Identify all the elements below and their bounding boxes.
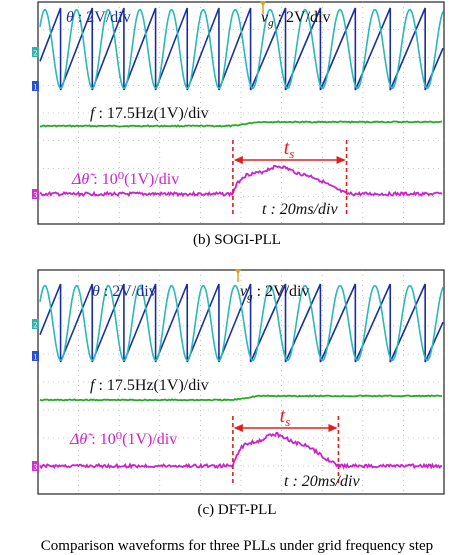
vg-symbol: v [240,283,248,300]
channel-marker-1 [32,81,39,91]
vg-sine-trace [39,284,444,362]
delta-theta-trace [39,164,443,198]
vg-scale-label: vg : 2V/div [240,283,310,303]
figure-caption-partial: Comparison waveforms for three PLLs unde… [40,538,434,554]
time-scale-label: t : 20ms/div [284,473,360,490]
frequency-trace [39,394,443,402]
channel-marker-label: 1 [33,83,37,92]
channel-marker-label: 2 [33,49,37,58]
figure-panel-c: ts 2 1 3 θ : 2V/div vg : 2V/div f : 17.5Hz(1V)… [0,268,474,530]
theta-scale: : 2V/div [100,283,157,300]
f-symbol: f [90,105,97,122]
channel-marker-label: 3 [33,191,37,200]
ts-arrowhead-left [233,424,243,432]
ts-subscript: s [285,414,290,429]
channel-marker-label: 2 [33,321,37,330]
trigger-marker [235,269,241,275]
frequency-trace [40,120,443,128]
frequency-scale-label: f : 17.5Hz(1V)/div [90,377,209,394]
theta-scale: : 2V/div [74,9,131,26]
vg-subscript: g [247,291,253,303]
delta-theta-scale-label: Δθ̃ : 10⁰(1V)/div [71,171,179,188]
f-scale: : 17.5Hz(1V)/div [94,105,208,122]
vg-symbol: v [261,9,269,26]
time-scale-label: t : 20ms/div [262,201,338,218]
theta-symbol: θ [66,9,74,26]
caption-b: (b) SOGI-PLL [193,232,281,248]
vg-scale: : 2V/div [274,9,331,26]
channel-marker-2 [32,319,39,329]
channel-marker-2 [32,47,39,57]
vg-subscript: g [268,17,274,29]
channel-marker-3 [32,461,39,471]
channel-marker-3 [32,189,39,199]
ts-label: ts [284,137,295,161]
caption-c: (c) DFT-PLL [197,502,277,518]
ts-symbol: t [280,405,286,427]
ts-symbol: t [284,137,290,159]
dtheta-scale: : 10⁰(1V)/div [89,171,179,188]
f-scale: : 17.5Hz(1V)/div [94,377,208,394]
dtheta-scale: : 10⁰(1V)/div [87,431,177,448]
trigger-marker [260,1,266,7]
ts-arrowhead-right [336,156,346,164]
delta-theta-trace [39,431,443,470]
vg-scale: : 2V/div [253,283,310,300]
f-symbol: f [90,377,97,394]
vg-scale-label: vg : 2V/div [261,9,331,29]
ts-label: ts [280,405,291,429]
scope-grid [38,2,444,224]
channel-marker-label: 1 [33,353,37,362]
vg-sine-trace [39,8,444,90]
theta-scale-label: θ : 2V/div [66,9,131,26]
theta-scale-label: θ : 2V/div [92,283,157,300]
ts-arrowhead-left [233,156,243,164]
figure-panel-b: ts 2 1 3 θ : 2V/div vg : 2V/div f : 17.5Hz(1V)… [0,0,474,262]
theta-sawtooth-trace [39,7,444,91]
channel-marker-label: 3 [33,463,37,472]
theta-sawtooth-trace [39,283,444,363]
frequency-scale-label: f : 17.5Hz(1V)/div [90,105,209,122]
ts-arrowhead-right [328,424,338,432]
ts-subscript: s [289,146,294,161]
channel-marker-1 [32,351,39,361]
delta-theta-scale-label: Δθ̃ : 10⁰(1V)/div [69,431,177,448]
theta-symbol: θ [92,283,100,300]
